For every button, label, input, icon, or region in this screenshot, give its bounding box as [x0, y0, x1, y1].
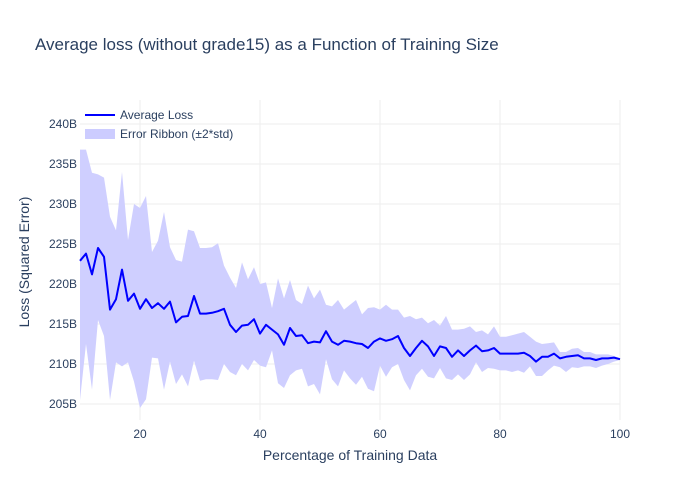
error-ribbon-layer — [80, 149, 620, 408]
y-tick-label: 215B — [49, 317, 77, 331]
x-tick-label: 20 — [133, 427, 147, 441]
legend-swatch-error-ribbon — [85, 129, 115, 139]
average-loss-layer — [79, 247, 621, 363]
legend-label-average-loss: Average Loss — [120, 108, 193, 122]
y-axis-label: Loss (Squared Error) — [16, 197, 32, 328]
legend-label-error-ribbon: Error Ribbon (±2*std) — [120, 127, 233, 141]
axis-ticks: 205B 210B 215B 220B 225B 230B 235B 240B 20 40 60 80… — [49, 117, 630, 441]
y-tick-label: 235B — [49, 157, 77, 171]
y-tick-label: 230B — [49, 197, 77, 211]
y-tick-label: 225B — [49, 237, 77, 251]
error-ribbon-area — [80, 149, 620, 408]
y-tick-label: 240B — [49, 117, 77, 131]
chart-title: Average loss (without grade15) as a Func… — [35, 35, 499, 54]
x-axis-label: Percentage of Training Data — [263, 447, 438, 463]
y-tick-label: 210B — [49, 357, 77, 371]
y-tick-label: 205B — [49, 397, 77, 411]
legend: Average Loss Error Ribbon (±2*std) — [85, 108, 233, 141]
x-tick-label: 60 — [373, 427, 387, 441]
average-loss-line — [79, 247, 621, 363]
y-tick-label: 220B — [49, 277, 77, 291]
x-tick-label: 80 — [493, 427, 507, 441]
x-tick-label: 40 — [253, 427, 267, 441]
x-tick-label: 100 — [610, 427, 630, 441]
